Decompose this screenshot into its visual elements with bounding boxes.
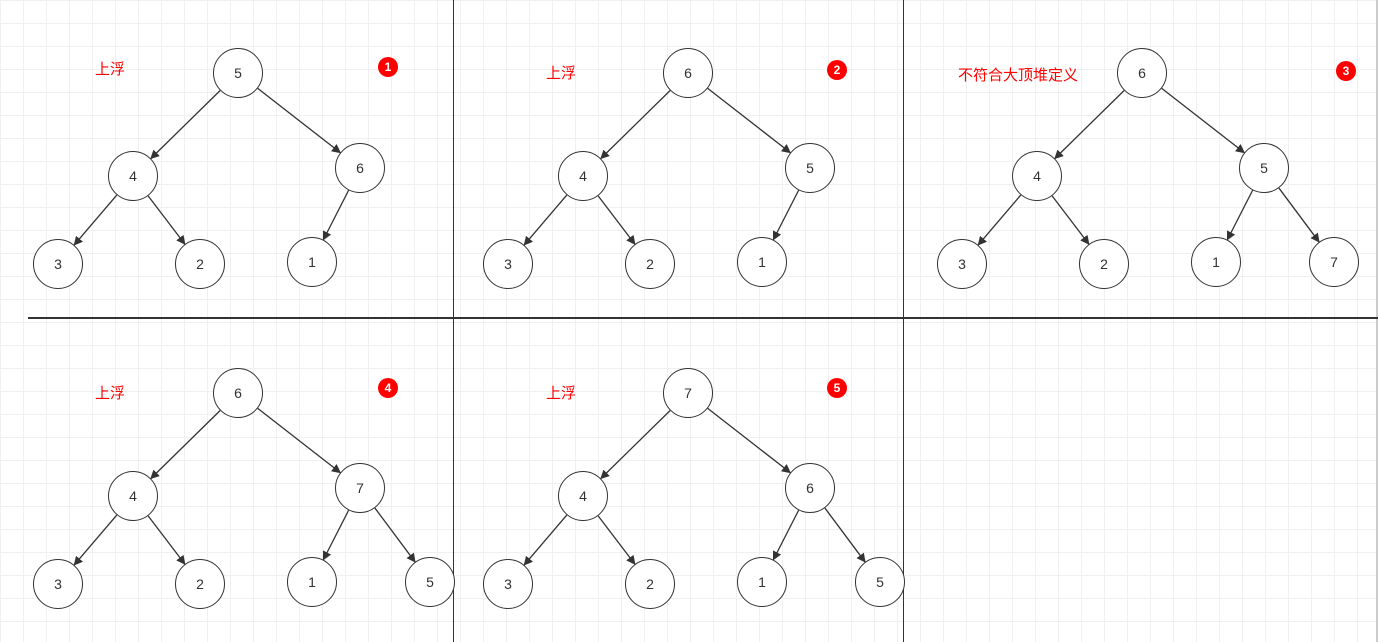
tree-node: 7 <box>335 463 385 513</box>
divider-vertical-2 <box>903 0 904 642</box>
divider-vertical-1 <box>453 0 454 642</box>
tree-node: 3 <box>483 559 533 609</box>
panel-caption: 上浮 <box>95 382 125 403</box>
tree-node: 5 <box>213 48 263 98</box>
tree-node: 5 <box>405 557 455 607</box>
tree-node: 5 <box>785 143 835 193</box>
tree-node: 7 <box>663 368 713 418</box>
tree-node: 5 <box>1239 143 1289 193</box>
tree-node: 4 <box>108 471 158 521</box>
step-badge: 2 <box>827 60 847 80</box>
step-badge: 1 <box>378 57 398 77</box>
tree-node: 6 <box>785 463 835 513</box>
tree-node: 7 <box>1309 237 1359 287</box>
tree-node: 3 <box>483 239 533 289</box>
tree-node: 4 <box>558 471 608 521</box>
tree-node: 1 <box>1191 237 1241 287</box>
panel-caption: 不符合大顶堆定义 <box>958 64 1078 85</box>
tree-node: 1 <box>287 237 337 287</box>
tree-node: 6 <box>663 48 713 98</box>
tree-node: 6 <box>213 368 263 418</box>
tree-node: 3 <box>937 239 987 289</box>
tree-node: 2 <box>625 559 675 609</box>
tree-node: 2 <box>175 239 225 289</box>
tree-node: 4 <box>1012 151 1062 201</box>
tree-node: 2 <box>625 239 675 289</box>
divider-horizontal <box>28 317 1378 319</box>
tree-node: 1 <box>287 557 337 607</box>
tree-node: 6 <box>335 143 385 193</box>
tree-node: 4 <box>558 151 608 201</box>
step-badge: 5 <box>827 378 847 398</box>
tree-node: 1 <box>737 557 787 607</box>
tree-node: 5 <box>855 557 905 607</box>
tree-node: 6 <box>1117 48 1167 98</box>
panel-caption: 上浮 <box>95 58 125 79</box>
tree-node: 2 <box>175 559 225 609</box>
panel-caption: 上浮 <box>546 62 576 83</box>
step-badge: 4 <box>378 378 398 398</box>
step-badge: 3 <box>1336 61 1356 81</box>
tree-node: 3 <box>33 239 83 289</box>
tree-node: 2 <box>1079 239 1129 289</box>
tree-node: 4 <box>108 151 158 201</box>
tree-node: 1 <box>737 237 787 287</box>
panel-caption: 上浮 <box>546 382 576 403</box>
tree-node: 3 <box>33 559 83 609</box>
